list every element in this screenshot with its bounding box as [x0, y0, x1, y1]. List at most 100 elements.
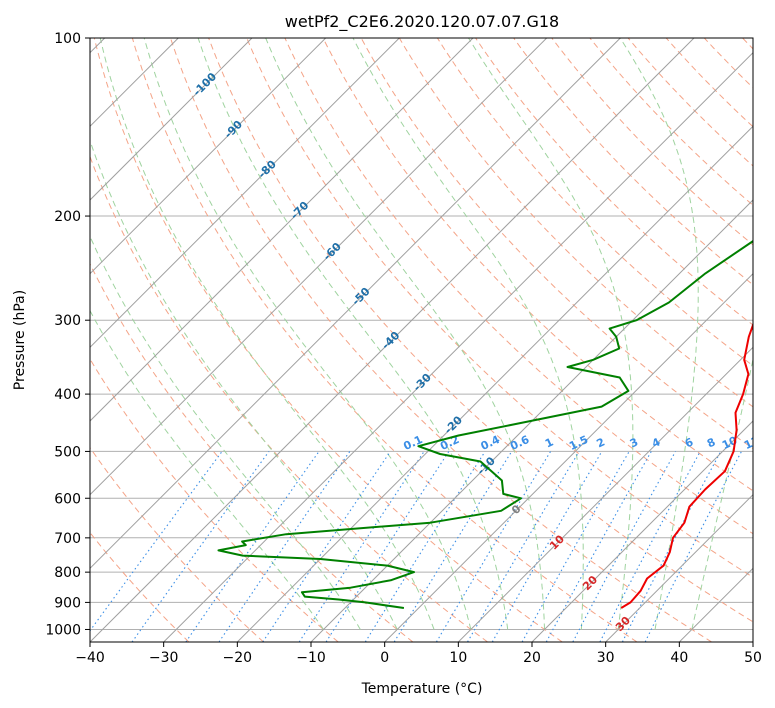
mixing-ratio-label: 16: [764, 434, 775, 452]
isotherm-line: [457, 346, 753, 642]
isotherm-line: [90, 38, 474, 422]
moist-adiabat: [99, 38, 435, 630]
isotherm-line: [605, 493, 753, 642]
axes: −40 −30 −20 −10 0 10 20 30 40 50 100 200 300 400 500 60…: [45, 31, 762, 666]
dry-adiabat: [322, 38, 753, 492]
mixing-ratio-label: 10: [720, 434, 740, 452]
dry-adiabat: [93, 38, 563, 642]
isotherm-line: [678, 567, 753, 642]
mixing-ratio-label: 3: [628, 435, 640, 450]
y-tick-label: 700: [54, 531, 81, 547]
mixing-ratio-line: [262, 451, 391, 642]
moist-adiabat: [468, 38, 634, 630]
mixing-ratio-label: 8: [705, 435, 717, 450]
moist-adiabat: [197, 38, 509, 630]
mixing-ratio-line: [218, 451, 351, 642]
y-tick-label: 900: [54, 595, 81, 611]
x-tick-label: 40: [670, 650, 688, 666]
y-tick-label: 600: [54, 491, 81, 507]
temperature-profile-line: [620, 322, 753, 609]
mixing-ratio-line: [131, 451, 270, 642]
x-tick-label: 10: [449, 650, 467, 666]
mixing-ratio-line: [521, 451, 630, 642]
x-tick-label: 0: [380, 650, 389, 666]
mixing-ratio-label: 0.1: [401, 433, 424, 453]
dry-adiabat: [513, 38, 753, 286]
y-tick-label: 100: [54, 31, 81, 47]
dry-adiabat: [665, 38, 753, 128]
x-tick-label: 30: [597, 650, 615, 666]
y-tick-label: 200: [54, 209, 81, 225]
isotherm-line: [384, 272, 753, 642]
mixing-ratio-line: [185, 451, 320, 642]
chart-grid: [90, 37, 753, 630]
moist-adiabat: [143, 38, 472, 630]
isotherm-label: 40: [646, 655, 666, 675]
mixing-ratio-line: [572, 451, 676, 642]
isotherm-line: [90, 38, 548, 496]
mixing-ratio-line: [467, 451, 580, 642]
dry-adiabat: [208, 38, 753, 623]
x-tick-label: −10: [296, 650, 326, 666]
mixing-ratio-line: [364, 451, 486, 642]
mixing-ratio-line: [90, 451, 223, 632]
moist-adiabat: [619, 38, 699, 630]
x-tick-label: −30: [149, 650, 179, 666]
x-tick-label: −40: [75, 650, 105, 666]
isotherm-line: [310, 199, 753, 642]
mixing-ratio-label: 1.5: [567, 433, 590, 453]
y-tick-label: 400: [54, 387, 81, 403]
dry-adiabat: [551, 38, 753, 246]
x-tick-label: 20: [523, 650, 541, 666]
y-tick-label: 1000: [45, 622, 81, 638]
x-tick-label: −20: [223, 650, 253, 666]
mixing-ratio-label: 2: [595, 435, 607, 450]
y-axis-label: Pressure (hPa): [12, 290, 28, 390]
chart-title: wetPf2_C2E6.2020.120.07.07.G18: [285, 12, 559, 32]
y-tick-label: 800: [54, 565, 81, 581]
dry-adiabat: [170, 38, 712, 642]
dewpoint-profile-line: [217, 239, 753, 609]
mixing-ratio-line: [435, 451, 552, 642]
isotherm-line: [752, 641, 753, 642]
mixing-ratio-label: 0.4: [479, 433, 502, 453]
y-tick-label: 300: [54, 313, 81, 329]
isotherm-line: [531, 420, 753, 642]
mixing-ratio-line: [393, 451, 513, 642]
dry-adiabat: [475, 38, 753, 326]
line-labels: -100-90-80-70-60-50-40-30-20-10010203040…: [191, 70, 775, 675]
moist-adiabat: [90, 309, 324, 630]
dry-adiabat: [398, 38, 753, 408]
moist-adiabat: [691, 356, 753, 630]
isotherm-line: [90, 38, 327, 275]
isotherm-line: [236, 125, 753, 642]
isotherm-line: [90, 38, 400, 349]
dry-adiabat: [436, 38, 753, 367]
plot-frame: [89, 37, 754, 643]
dry-adiabat: [90, 446, 264, 642]
isotherm-label: -30: [411, 371, 434, 394]
mixing-ratio-label: 0.6: [508, 433, 531, 453]
dry-adiabat: [703, 38, 753, 89]
isotherm-line: [90, 38, 253, 201]
moist-adiabat: [352, 38, 584, 630]
moist-adiabat: [90, 139, 398, 630]
y-tick-label: 500: [54, 444, 81, 460]
mixing-ratio-line: [545, 451, 652, 642]
dry-adiabat: [131, 38, 638, 642]
mixing-ratio-line: [599, 451, 701, 642]
dry-adiabat: [90, 358, 339, 642]
mixing-ratio-label: 13: [742, 434, 761, 452]
x-axis-label: Temperature (°C): [361, 681, 483, 697]
moist-adiabat: [265, 38, 545, 630]
isotherm-line: [90, 38, 621, 570]
dry-adiabat: [90, 262, 414, 642]
mixing-ratio-label: 1: [543, 435, 555, 450]
x-tick-label: 50: [744, 650, 762, 666]
dry-adiabat: [246, 38, 753, 578]
dry-adiabat: [627, 38, 753, 167]
moist-adiabat: [90, 235, 361, 630]
isotherm-line: [163, 51, 753, 642]
dry-adiabat: [90, 155, 488, 642]
